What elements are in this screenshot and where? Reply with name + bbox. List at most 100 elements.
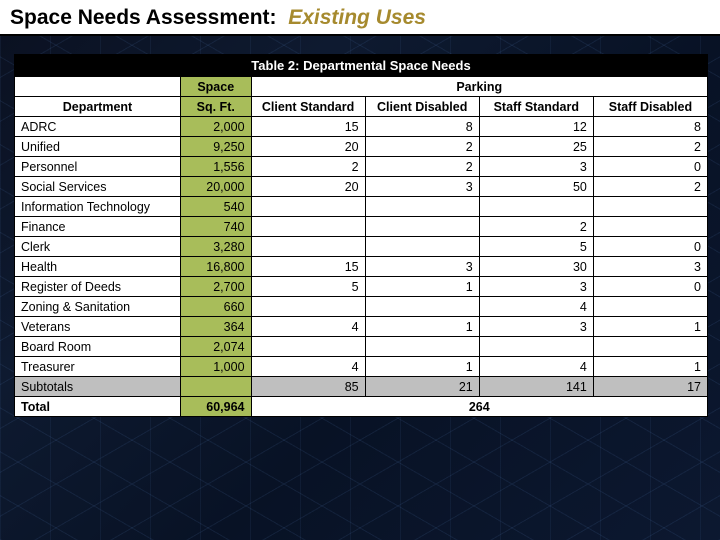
table-row: Board Room2,074: [15, 337, 708, 357]
cell-client-dis: 3: [365, 177, 479, 197]
cell-staff-std: 25: [479, 137, 593, 157]
col-client-dis: Client Disabled: [365, 97, 479, 117]
cell-client-std: 2: [251, 157, 365, 177]
cell-client-dis: [365, 297, 479, 317]
cell-staff-std: 3: [479, 317, 593, 337]
cell-staff-std: 4: [479, 357, 593, 377]
page-header: Space Needs Assessment: Existing Uses: [0, 0, 720, 36]
table-row: Information Technology540: [15, 197, 708, 217]
cell-client-dis: 1: [365, 317, 479, 337]
table-row: Treasurer1,0004141: [15, 357, 708, 377]
cell-staff-dis: 0: [593, 237, 707, 257]
cell-dept: Veterans: [15, 317, 181, 337]
cell-staff-std: 50: [479, 177, 593, 197]
table-row: ADRC2,000158128: [15, 117, 708, 137]
table-row: Finance7402: [15, 217, 708, 237]
cell-client-std: 20: [251, 177, 365, 197]
cell-sqft: 20,000: [180, 177, 251, 197]
cell-dept: Finance: [15, 217, 181, 237]
cell-client-dis: [365, 237, 479, 257]
table-row: Social Services20,000203502: [15, 177, 708, 197]
cell-dept: Information Technology: [15, 197, 181, 217]
cell-client-std: 4: [251, 357, 365, 377]
cell-dept: Board Room: [15, 337, 181, 357]
cell-sqft: 2,700: [180, 277, 251, 297]
subtotal-row: Subtotals 85 21 141 17: [15, 377, 708, 397]
cell-staff-dis: [593, 297, 707, 317]
cell-staff-dis: [593, 217, 707, 237]
cell-staff-std: 3: [479, 157, 593, 177]
table-row: Unified9,250202252: [15, 137, 708, 157]
cell-client-dis: 1: [365, 277, 479, 297]
cell-staff-dis: [593, 337, 707, 357]
cell-client-dis: 2: [365, 137, 479, 157]
cell-staff-std: 3: [479, 277, 593, 297]
total-parking: 264: [251, 397, 707, 417]
cell-sqft: 16,800: [180, 257, 251, 277]
cell-staff-dis: 0: [593, 277, 707, 297]
cell-dept: Personnel: [15, 157, 181, 177]
cell-client-std: 15: [251, 257, 365, 277]
title-prefix: Space Needs Assessment:: [10, 6, 277, 29]
subtotal-label: Subtotals: [15, 377, 181, 397]
cell-sqft: 2,074: [180, 337, 251, 357]
cell-client-dis: 1: [365, 357, 479, 377]
col-staff-dis: Staff Disabled: [593, 97, 707, 117]
cell-dept: Zoning & Sanitation: [15, 297, 181, 317]
cell-staff-std: [479, 337, 593, 357]
column-header-row: Department Sq. Ft. Client Standard Clien…: [15, 97, 708, 117]
total-sqft: 60,964: [180, 397, 251, 417]
cell-client-dis: [365, 197, 479, 217]
cell-client-dis: [365, 337, 479, 357]
table-container: Table 2: Departmental Space Needs Space …: [14, 54, 708, 417]
cell-staff-std: 4: [479, 297, 593, 317]
subtotal-ss: 141: [479, 377, 593, 397]
cell-client-std: [251, 297, 365, 317]
cell-sqft: 3,280: [180, 237, 251, 257]
col-sqft: Sq. Ft.: [180, 97, 251, 117]
space-needs-table: Table 2: Departmental Space Needs Space …: [14, 54, 708, 417]
title-accent: Existing Uses: [288, 6, 426, 29]
col-client-std: Client Standard: [251, 97, 365, 117]
cell-sqft: 660: [180, 297, 251, 317]
cell-client-dis: 8: [365, 117, 479, 137]
cell-dept: Register of Deeds: [15, 277, 181, 297]
page-title: Space Needs Assessment: Existing Uses: [10, 6, 710, 30]
group-header-row: Space Parking: [15, 77, 708, 97]
total-row: Total 60,964 264: [15, 397, 708, 417]
cell-staff-dis: 2: [593, 137, 707, 157]
table-title: Table 2: Departmental Space Needs: [15, 55, 708, 77]
total-label: Total: [15, 397, 181, 417]
cell-dept: Unified: [15, 137, 181, 157]
cell-client-std: 4: [251, 317, 365, 337]
subtotal-cd: 21: [365, 377, 479, 397]
table-title-row: Table 2: Departmental Space Needs: [15, 55, 708, 77]
cell-sqft: 1,000: [180, 357, 251, 377]
cell-client-std: 15: [251, 117, 365, 137]
cell-staff-dis: 3: [593, 257, 707, 277]
subtotal-cs: 85: [251, 377, 365, 397]
cell-staff-std: 12: [479, 117, 593, 137]
col-staff-std: Staff Standard: [479, 97, 593, 117]
cell-dept: Health: [15, 257, 181, 277]
cell-sqft: 2,000: [180, 117, 251, 137]
cell-client-std: 20: [251, 137, 365, 157]
subtotal-sqft: [180, 377, 251, 397]
cell-dept: ADRC: [15, 117, 181, 137]
cell-sqft: 1,556: [180, 157, 251, 177]
cell-client-std: [251, 217, 365, 237]
cell-staff-dis: 8: [593, 117, 707, 137]
table-row: Personnel1,5562230: [15, 157, 708, 177]
cell-client-std: 5: [251, 277, 365, 297]
table-row: Register of Deeds2,7005130: [15, 277, 708, 297]
cell-dept: Treasurer: [15, 357, 181, 377]
table-row: Clerk3,28050: [15, 237, 708, 257]
table-row: Veterans3644131: [15, 317, 708, 337]
subtotal-sd: 17: [593, 377, 707, 397]
cell-client-std: [251, 237, 365, 257]
cell-staff-dis: 2: [593, 177, 707, 197]
cell-client-std: [251, 197, 365, 217]
cell-client-dis: 3: [365, 257, 479, 277]
cell-client-dis: 2: [365, 157, 479, 177]
cell-dept: Clerk: [15, 237, 181, 257]
